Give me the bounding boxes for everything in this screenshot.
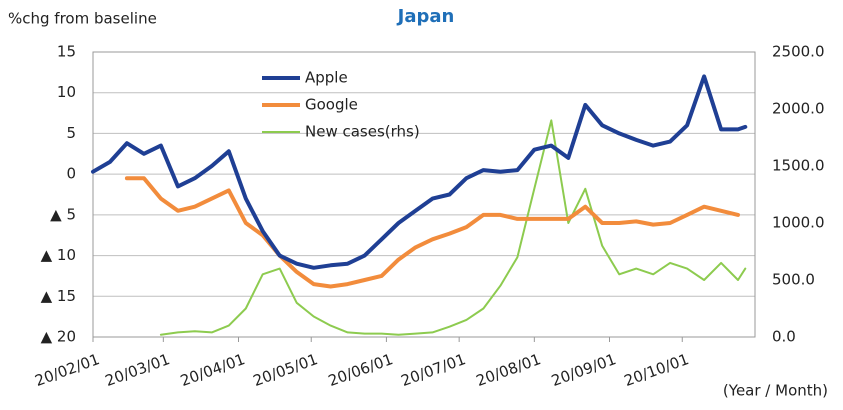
plot-frame	[92, 51, 756, 338]
y2-tick-label: 1500.0	[772, 157, 825, 175]
y2-tick-label: 1000.0	[772, 214, 825, 232]
x-tick-label: 20/04/01	[178, 350, 247, 390]
x-tick-label: 20/09/01	[549, 350, 618, 390]
y2-tick-label: 2500.0	[772, 43, 825, 61]
legend-label: New cases(rhs)	[305, 123, 420, 141]
x-tick-label: 20/08/01	[474, 350, 543, 390]
y-tick-label: ▲ 15	[41, 287, 76, 305]
y-tick-label: ▲ 10	[41, 246, 76, 264]
series-line	[159, 119, 747, 336]
y2-tick-label: 500.0	[772, 271, 815, 289]
y-tick-label: 10	[57, 83, 76, 101]
y-tick-label: 15	[57, 43, 76, 61]
x-tick-label: 20/02/01	[32, 350, 101, 390]
x-tick-label: 20/07/01	[399, 350, 468, 390]
legend-label: Apple	[305, 69, 348, 87]
legend-label: Google	[305, 96, 358, 114]
y-tick-label: 0	[66, 165, 76, 183]
series-line	[91, 74, 748, 270]
series-line	[124, 176, 740, 289]
x-tick-label: 20/03/01	[103, 350, 172, 390]
y-axis-title: %chg from baseline	[8, 10, 157, 28]
y2-tick-label: 2000.0	[772, 100, 825, 118]
y2-tick-label: 0.0	[772, 328, 796, 346]
chart-title: Japan	[396, 6, 455, 27]
x-tick-label: 20/06/01	[326, 350, 395, 390]
x-tick-label: 20/10/01	[622, 350, 691, 390]
x-tick-label: 20/05/01	[251, 350, 320, 390]
y-tick-label: ▲ 20	[41, 328, 76, 346]
y-tick-label: 5	[66, 124, 76, 142]
x-axis-title: (Year / Month)	[723, 382, 828, 400]
y-tick-label: ▲ 5	[50, 205, 76, 223]
